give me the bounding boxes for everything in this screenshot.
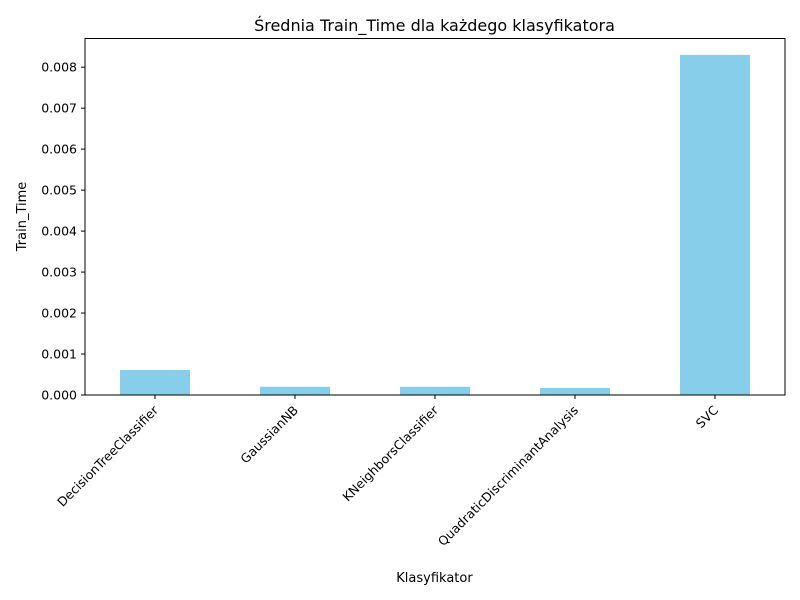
bar-gaussiannb — [260, 386, 330, 395]
y-tick-label: 0.000 — [41, 388, 77, 403]
y-tick-label: 0.003 — [41, 265, 77, 280]
y-tick-label: 0.001 — [41, 347, 77, 362]
bar-decisiontreeclassifier — [120, 370, 190, 395]
y-tick-label: 0.006 — [41, 142, 77, 157]
bar-quadraticdiscriminantanalysis — [540, 388, 610, 395]
plot-frame — [84, 38, 786, 396]
y-tick-label: 0.002 — [41, 306, 77, 321]
y-tick-label: 0.005 — [41, 183, 77, 198]
y-tick-label: 0.008 — [41, 60, 77, 75]
bars-group — [120, 54, 750, 395]
y-axis-ticks: 0.000 0.001 0.002 0.003 0.004 0.005 0.006 0.007… — [41, 60, 85, 403]
y-axis-label: Train_Time — [15, 182, 30, 253]
bar-svc — [680, 54, 750, 395]
x-axis-label: Klasyfikator — [396, 571, 473, 586]
chart-title: Średnia Train_Time dla każdego klasyfika… — [254, 16, 615, 36]
y-tick-label: 0.007 — [41, 101, 77, 116]
bar-kneighborsclassifier — [400, 386, 470, 395]
y-tick-label: 0.004 — [41, 224, 77, 239]
